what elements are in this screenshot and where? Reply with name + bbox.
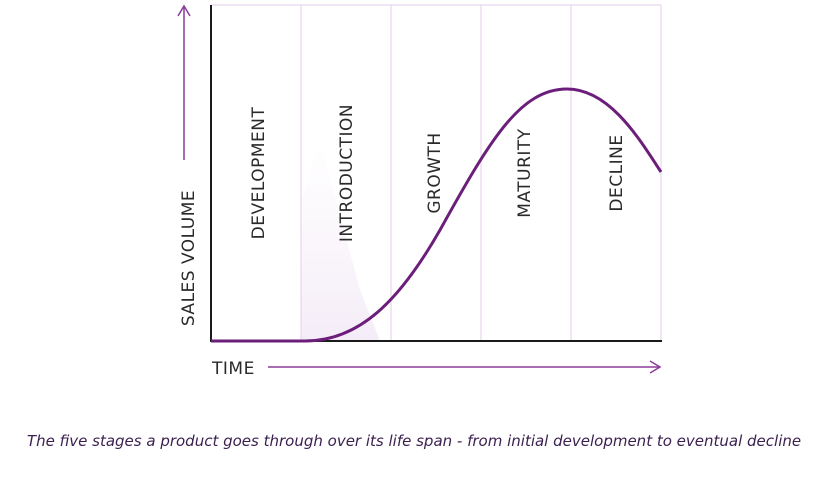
stage-label: GROWTH [425,132,445,213]
y-arrow [177,4,191,160]
life-cycle-curve [211,87,663,343]
stage-label: INTRODUCTION [337,104,357,242]
stage-label: MATURITY [515,128,535,218]
stage-label: DEVELOPMENT [249,107,269,240]
stage-dividers [211,4,662,341]
x-axis-label: TIME [211,359,255,379]
diagram: DEVELOPMENT INTRODUCTION GROWTH MATURITY… [177,4,663,379]
y-axis-label: SALES VOLUME [179,190,199,326]
x-arrow [268,360,662,374]
caption: The five stages a product goes through o… [26,432,802,450]
stage-label: DECLINE [607,134,627,211]
shade [301,140,380,341]
